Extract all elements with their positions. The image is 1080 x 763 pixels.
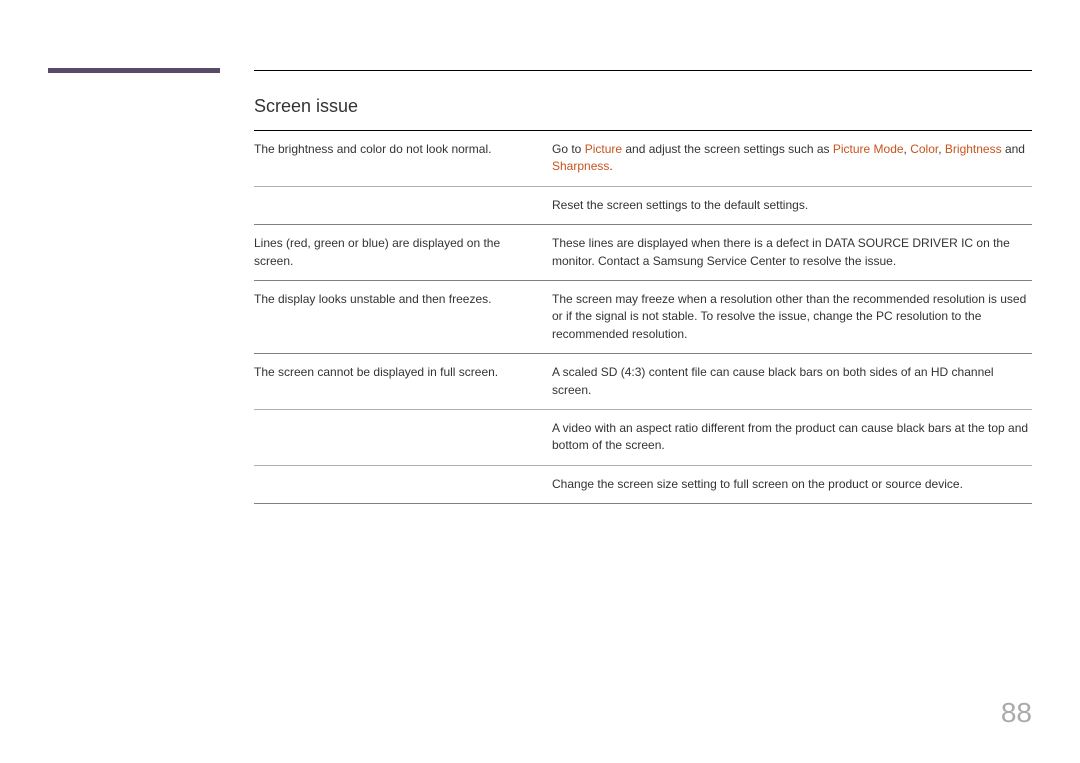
- issue-cell: [254, 465, 552, 503]
- table-row: The brightness and color do not look nor…: [254, 131, 1032, 187]
- solution-cell: Reset the screen settings to the default…: [552, 186, 1032, 224]
- text-segment: and: [1002, 142, 1025, 156]
- text-segment: and adjust the screen settings such as: [622, 142, 833, 156]
- issue-cell: The brightness and color do not look nor…: [254, 131, 552, 187]
- solution-cell: A video with an aspect ratio different f…: [552, 409, 1032, 465]
- issue-cell: The screen cannot be displayed in full s…: [254, 354, 552, 410]
- table-row: Reset the screen settings to the default…: [254, 186, 1032, 224]
- issue-cell: [254, 186, 552, 224]
- troubleshooting-table: The brightness and color do not look nor…: [254, 130, 1032, 504]
- table-row: The screen cannot be displayed in full s…: [254, 354, 1032, 410]
- issue-cell: Lines (red, green or blue) are displayed…: [254, 225, 552, 281]
- solution-cell: A scaled SD (4:3) content file can cause…: [552, 354, 1032, 410]
- page-title: Screen issue: [254, 96, 358, 117]
- table-row: A video with an aspect ratio different f…: [254, 409, 1032, 465]
- text-segment: .: [609, 159, 612, 173]
- issue-cell: The display looks unstable and then free…: [254, 280, 552, 353]
- highlight-term: Brightness: [945, 142, 1002, 156]
- highlight-term: Picture Mode: [833, 142, 904, 156]
- solution-cell: The screen may freeze when a resolution …: [552, 280, 1032, 353]
- highlight-term: Sharpness: [552, 159, 609, 173]
- table-row: The display looks unstable and then free…: [254, 280, 1032, 353]
- accent-bar: [48, 68, 220, 73]
- page-number: 88: [1001, 697, 1032, 729]
- top-rule: [254, 70, 1032, 71]
- solution-cell: Change the screen size setting to full s…: [552, 465, 1032, 503]
- text-segment: ,: [938, 142, 945, 156]
- solution-cell: Go to Picture and adjust the screen sett…: [552, 131, 1032, 187]
- issue-cell: [254, 409, 552, 465]
- table-row: Change the screen size setting to full s…: [254, 465, 1032, 503]
- table-row: Lines (red, green or blue) are displayed…: [254, 225, 1032, 281]
- text-segment: Go to: [552, 142, 585, 156]
- highlight-term: Picture: [585, 142, 622, 156]
- solution-cell: These lines are displayed when there is …: [552, 225, 1032, 281]
- highlight-term: Color: [910, 142, 938, 156]
